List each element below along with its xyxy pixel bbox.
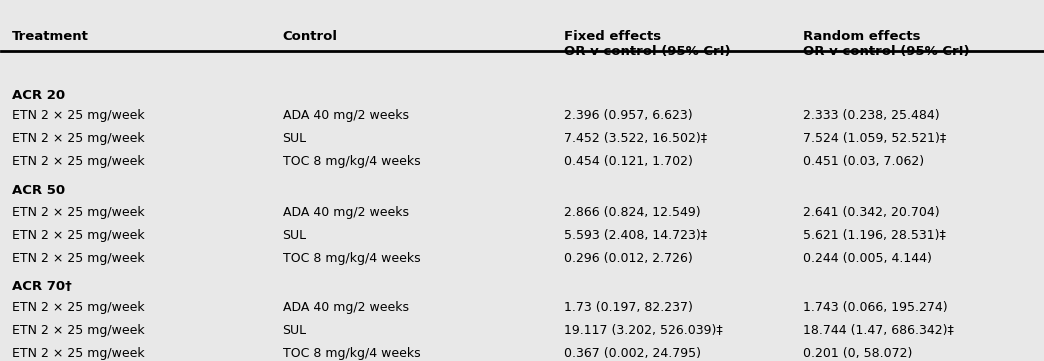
Text: ETN 2 × 25 mg/week: ETN 2 × 25 mg/week bbox=[11, 229, 144, 242]
Text: TOC 8 mg/kg/4 weeks: TOC 8 mg/kg/4 weeks bbox=[283, 347, 420, 360]
Text: 0.367 (0.002, 24.795): 0.367 (0.002, 24.795) bbox=[564, 347, 701, 360]
Text: 18.744 (1.47, 686.342)‡: 18.744 (1.47, 686.342)‡ bbox=[803, 325, 954, 338]
Text: ADA 40 mg/2 weeks: ADA 40 mg/2 weeks bbox=[283, 109, 408, 122]
Text: 5.593 (2.408, 14.723)‡: 5.593 (2.408, 14.723)‡ bbox=[564, 229, 707, 242]
Text: 2.333 (0.238, 25.484): 2.333 (0.238, 25.484) bbox=[803, 109, 940, 122]
Text: TOC 8 mg/kg/4 weeks: TOC 8 mg/kg/4 weeks bbox=[283, 252, 420, 265]
Text: 0.201 (0, 58.072): 0.201 (0, 58.072) bbox=[803, 347, 912, 360]
Text: ETN 2 × 25 mg/week: ETN 2 × 25 mg/week bbox=[11, 132, 144, 145]
Text: ACR 20: ACR 20 bbox=[11, 89, 65, 102]
Text: Fixed effects
OR v control (95% CrI): Fixed effects OR v control (95% CrI) bbox=[564, 30, 730, 58]
Text: ACR 50: ACR 50 bbox=[11, 184, 65, 197]
Text: ETN 2 × 25 mg/week: ETN 2 × 25 mg/week bbox=[11, 206, 144, 219]
Text: 1.73 (0.197, 82.237): 1.73 (0.197, 82.237) bbox=[564, 301, 692, 314]
Text: ETN 2 × 25 mg/week: ETN 2 × 25 mg/week bbox=[11, 325, 144, 338]
Text: Control: Control bbox=[283, 30, 337, 43]
Text: ETN 2 × 25 mg/week: ETN 2 × 25 mg/week bbox=[11, 155, 144, 168]
Text: 2.641 (0.342, 20.704): 2.641 (0.342, 20.704) bbox=[803, 206, 940, 219]
Text: ETN 2 × 25 mg/week: ETN 2 × 25 mg/week bbox=[11, 109, 144, 122]
Text: 0.451 (0.03, 7.062): 0.451 (0.03, 7.062) bbox=[803, 155, 924, 168]
Text: 0.454 (0.121, 1.702): 0.454 (0.121, 1.702) bbox=[564, 155, 692, 168]
Text: TOC 8 mg/kg/4 weeks: TOC 8 mg/kg/4 weeks bbox=[283, 155, 420, 168]
Text: ACR 70†: ACR 70† bbox=[11, 280, 72, 293]
Text: ETN 2 × 25 mg/week: ETN 2 × 25 mg/week bbox=[11, 347, 144, 360]
Text: Random effects
OR v control (95% CrI): Random effects OR v control (95% CrI) bbox=[803, 30, 970, 58]
Text: 5.621 (1.196, 28.531)‡: 5.621 (1.196, 28.531)‡ bbox=[803, 229, 946, 242]
Text: SUL: SUL bbox=[283, 229, 307, 242]
Text: ADA 40 mg/2 weeks: ADA 40 mg/2 weeks bbox=[283, 301, 408, 314]
Text: 7.524 (1.059, 52.521)‡: 7.524 (1.059, 52.521)‡ bbox=[803, 132, 946, 145]
Text: SUL: SUL bbox=[283, 325, 307, 338]
Text: ADA 40 mg/2 weeks: ADA 40 mg/2 weeks bbox=[283, 206, 408, 219]
Text: 2.866 (0.824, 12.549): 2.866 (0.824, 12.549) bbox=[564, 206, 701, 219]
Text: SUL: SUL bbox=[283, 132, 307, 145]
Text: 0.244 (0.005, 4.144): 0.244 (0.005, 4.144) bbox=[803, 252, 932, 265]
Text: 7.452 (3.522, 16.502)‡: 7.452 (3.522, 16.502)‡ bbox=[564, 132, 707, 145]
Text: Treatment: Treatment bbox=[11, 30, 89, 43]
Text: 19.117 (3.202, 526.039)‡: 19.117 (3.202, 526.039)‡ bbox=[564, 325, 722, 338]
Text: 1.743 (0.066, 195.274): 1.743 (0.066, 195.274) bbox=[803, 301, 948, 314]
Text: 0.296 (0.012, 2.726): 0.296 (0.012, 2.726) bbox=[564, 252, 692, 265]
Text: 2.396 (0.957, 6.623): 2.396 (0.957, 6.623) bbox=[564, 109, 692, 122]
Text: ETN 2 × 25 mg/week: ETN 2 × 25 mg/week bbox=[11, 252, 144, 265]
Text: ETN 2 × 25 mg/week: ETN 2 × 25 mg/week bbox=[11, 301, 144, 314]
